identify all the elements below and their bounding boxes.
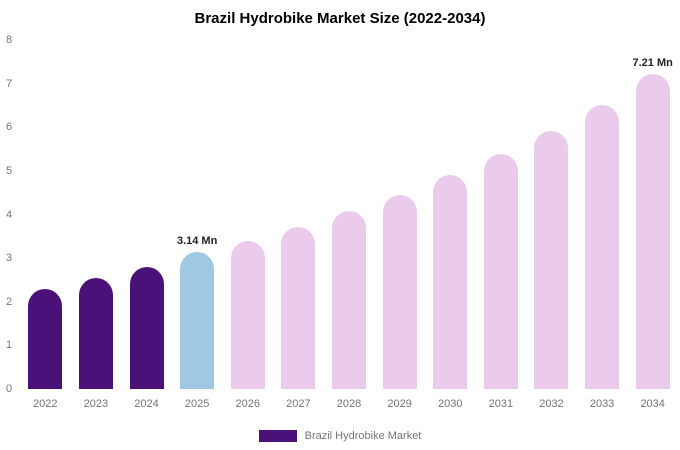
bar-2033	[585, 105, 620, 389]
bar-value-label: 3.14 Mn	[176, 235, 218, 248]
x-tick-label-2030: 2030	[437, 398, 463, 410]
bar-2025	[180, 252, 215, 389]
x-tick-label-2032: 2032	[539, 398, 564, 410]
y-tick-label: 3	[6, 252, 13, 265]
y-tick-label: 1	[6, 339, 13, 352]
x-tick-label-2034: 2034	[640, 398, 665, 410]
x-tick-label-2027: 2027	[286, 398, 311, 410]
bar-2023	[78, 277, 113, 389]
bar-2026	[230, 240, 265, 389]
bar-2029	[382, 194, 417, 389]
bar-2027	[281, 226, 316, 389]
y-tick-label: 0	[6, 383, 13, 395]
bar-2034	[635, 74, 670, 389]
x-tick-label-2026: 2026	[235, 398, 260, 410]
y-tick-label: 2	[6, 295, 13, 308]
y-tick-label: 6	[6, 121, 13, 134]
chart-title: Brazil Hydrobike Market Size (2022-2034)	[194, 10, 486, 27]
bar-2031	[483, 154, 518, 389]
bar-2028	[332, 211, 366, 389]
bar-value-label: 7.21 Mn	[632, 57, 673, 70]
y-tick-label: 4	[6, 208, 13, 221]
x-tick-label-2022: 2022	[33, 398, 58, 410]
bar-2030	[433, 175, 468, 389]
x-tick-label-2024: 2024	[134, 398, 159, 410]
x-tick-label-2031: 2031	[488, 398, 514, 410]
legend-swatch	[258, 430, 297, 442]
x-tick-label-2029: 2029	[387, 398, 412, 410]
plot-area	[20, 40, 678, 389]
bar-2022	[28, 288, 63, 389]
y-tick-label: 5	[6, 164, 13, 177]
x-tick-label-2028: 2028	[336, 398, 362, 410]
legend-label: Brazil Hydrobike Market	[304, 430, 422, 442]
x-tick-label-2033: 2033	[589, 398, 615, 410]
bar-2024	[129, 266, 164, 389]
x-tick-label-2025: 2025	[184, 398, 210, 410]
x-tick-label-2023: 2023	[83, 398, 109, 410]
legend: Brazil Hydrobike Market	[0, 430, 680, 442]
y-tick-label: 8	[6, 34, 13, 46]
y-tick-label: 7	[6, 77, 13, 90]
bar-2032	[534, 130, 569, 389]
